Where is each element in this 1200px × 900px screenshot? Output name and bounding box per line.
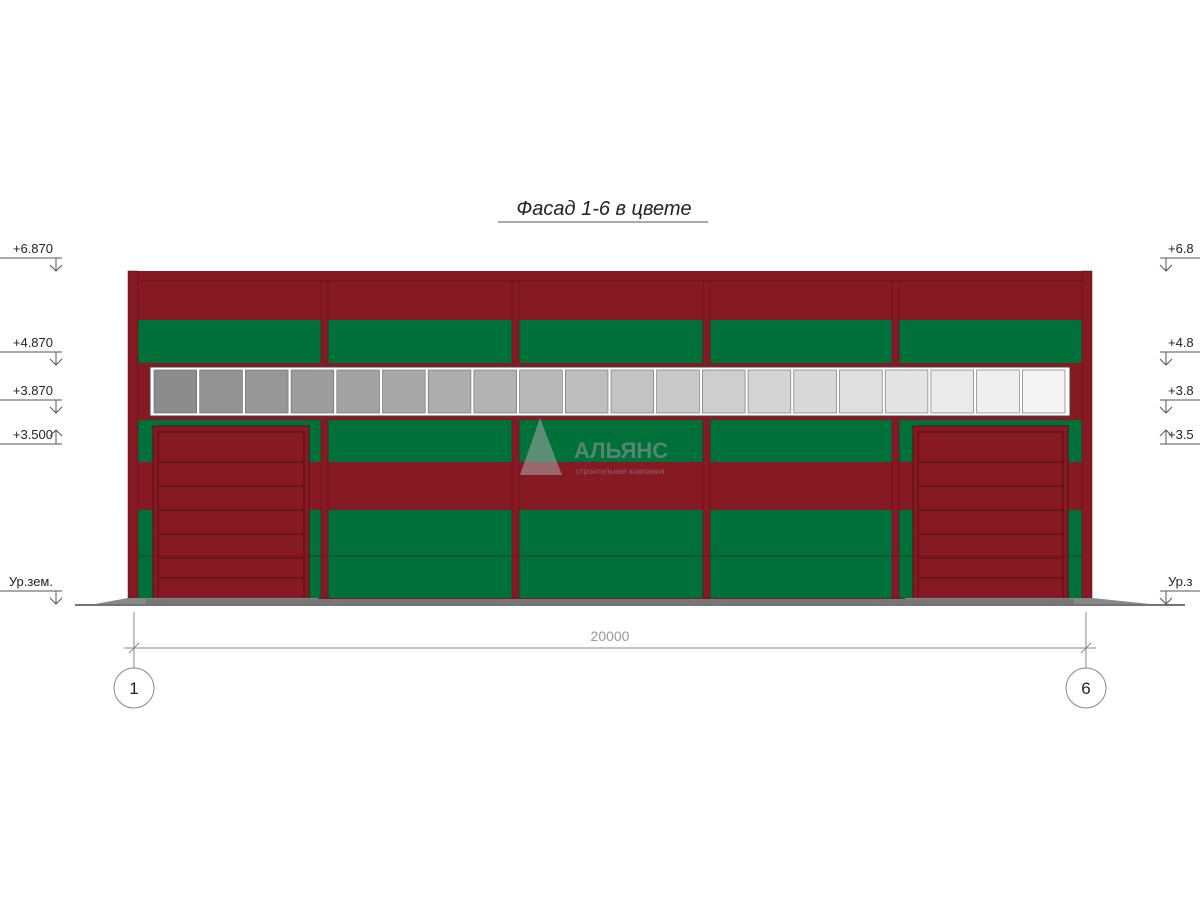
level-arrow — [1159, 597, 1173, 605]
pane — [656, 369, 700, 414]
level-arrow — [49, 597, 63, 605]
pane — [427, 369, 472, 414]
pane — [153, 369, 198, 414]
ground — [75, 598, 1185, 606]
columns — [127, 270, 1093, 601]
level-arrow — [1159, 429, 1173, 437]
dimension-lines — [124, 612, 1096, 668]
logo: АЛЬЯНС строительная компания — [520, 418, 668, 476]
axis-bubble — [1065, 667, 1107, 709]
pane — [245, 369, 289, 414]
level-arrow — [49, 264, 63, 272]
pane — [290, 369, 335, 414]
pane — [473, 369, 517, 414]
title: Фасад 1-6 в цвете — [516, 198, 691, 220]
level-label: Ур.з — [1168, 574, 1193, 589]
level-label: +6.870 — [13, 241, 53, 256]
level-label: +4.8 — [1168, 335, 1194, 350]
pane — [610, 369, 655, 414]
logo-name: АЛЬЯНС — [574, 438, 668, 463]
level-arrow — [49, 429, 63, 437]
level-label: +3.500 — [13, 427, 53, 442]
pane — [702, 369, 746, 414]
pane — [336, 369, 380, 414]
window-panes — [153, 369, 1066, 414]
door-left — [152, 425, 310, 601]
level-marks: +6.870 +6.8 +4.870 +4.8 +3.870 +3.8 +3.500 +3.5… — [0, 241, 1200, 605]
pane — [199, 369, 243, 414]
level-label: +3.870 — [13, 383, 53, 398]
level-arrow — [1159, 264, 1173, 272]
level-arrow — [1159, 406, 1173, 414]
pane — [930, 369, 974, 414]
pane — [839, 369, 883, 414]
pane — [976, 369, 1020, 414]
level-label: Ур.зем. — [9, 574, 53, 589]
door-right — [912, 425, 1069, 601]
level-label: +3.5 — [1168, 427, 1194, 442]
pane — [884, 369, 929, 414]
pane — [747, 369, 792, 414]
axis-label: 1 — [129, 679, 138, 698]
level-arrow — [1159, 358, 1173, 366]
pane — [519, 369, 563, 414]
building — [127, 270, 1093, 601]
level-label: +4.870 — [13, 335, 53, 350]
axis-bubble — [113, 667, 155, 709]
pane — [382, 369, 426, 414]
axis-label: 6 — [1081, 679, 1090, 698]
level-label: +3.8 — [1168, 383, 1194, 398]
pane — [564, 369, 609, 414]
level-arrow — [49, 406, 63, 414]
pane — [793, 369, 837, 414]
dimension: 20000 — [591, 628, 630, 644]
level-label: +6.8 — [1168, 241, 1194, 256]
logo-tagline: строительная компания — [576, 467, 665, 476]
pane — [1021, 369, 1066, 414]
level-arrow — [49, 358, 63, 366]
